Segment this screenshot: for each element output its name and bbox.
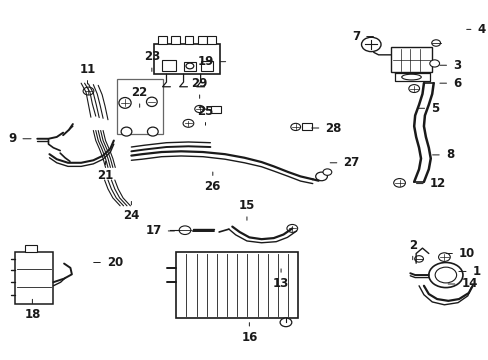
- Circle shape: [179, 226, 190, 234]
- Text: 3: 3: [452, 59, 460, 72]
- Bar: [200, 60, 212, 71]
- Bar: [206, 36, 215, 44]
- Text: 23: 23: [143, 50, 160, 63]
- Bar: [198, 36, 206, 44]
- Circle shape: [438, 253, 449, 261]
- Text: 25: 25: [197, 105, 213, 118]
- Ellipse shape: [147, 127, 158, 136]
- Circle shape: [83, 87, 94, 95]
- Circle shape: [280, 318, 291, 327]
- Ellipse shape: [401, 74, 420, 80]
- Text: 13: 13: [272, 277, 288, 290]
- Text: 17: 17: [145, 224, 161, 238]
- Circle shape: [408, 85, 419, 93]
- Bar: [154, 44, 220, 74]
- Circle shape: [434, 267, 456, 283]
- Circle shape: [183, 120, 193, 127]
- Bar: [15, 252, 53, 304]
- Text: 27: 27: [343, 156, 359, 169]
- Bar: [161, 60, 176, 71]
- Text: 1: 1: [472, 265, 480, 278]
- Circle shape: [428, 262, 462, 288]
- Circle shape: [185, 63, 193, 69]
- Text: 15: 15: [238, 199, 255, 212]
- Ellipse shape: [121, 127, 132, 136]
- Circle shape: [286, 225, 297, 232]
- Ellipse shape: [146, 97, 157, 107]
- Text: 16: 16: [241, 330, 257, 343]
- Circle shape: [431, 40, 440, 46]
- Circle shape: [194, 105, 204, 113]
- Text: 12: 12: [429, 177, 445, 190]
- Text: 8: 8: [445, 148, 453, 161]
- Text: 24: 24: [123, 210, 139, 222]
- Circle shape: [323, 169, 331, 175]
- Bar: [301, 123, 312, 130]
- Text: 18: 18: [24, 308, 41, 321]
- Circle shape: [414, 256, 423, 262]
- Text: 7: 7: [351, 30, 359, 43]
- Text: 29: 29: [191, 77, 207, 90]
- Circle shape: [290, 123, 300, 131]
- Bar: [171, 36, 180, 44]
- Bar: [117, 78, 163, 134]
- Text: 6: 6: [452, 77, 461, 90]
- Text: 14: 14: [461, 278, 477, 291]
- Bar: [390, 47, 431, 72]
- Text: 4: 4: [477, 23, 485, 36]
- Text: 2: 2: [408, 239, 416, 252]
- Text: 22: 22: [131, 86, 147, 99]
- Circle shape: [361, 37, 380, 51]
- Text: 10: 10: [458, 247, 474, 260]
- Text: 20: 20: [107, 256, 123, 269]
- Text: 28: 28: [325, 122, 341, 135]
- Bar: [25, 245, 37, 252]
- Text: 21: 21: [97, 169, 113, 182]
- Text: 19: 19: [197, 55, 213, 68]
- Ellipse shape: [119, 98, 131, 108]
- Circle shape: [429, 60, 439, 67]
- Bar: [183, 62, 195, 71]
- Text: 26: 26: [204, 180, 221, 193]
- Bar: [184, 36, 193, 44]
- Bar: [158, 36, 166, 44]
- Bar: [211, 106, 221, 113]
- Circle shape: [393, 179, 405, 187]
- Text: 5: 5: [430, 102, 439, 115]
- Circle shape: [315, 172, 327, 181]
- Text: 9: 9: [8, 132, 16, 145]
- Text: 11: 11: [79, 63, 96, 76]
- Bar: [176, 252, 298, 318]
